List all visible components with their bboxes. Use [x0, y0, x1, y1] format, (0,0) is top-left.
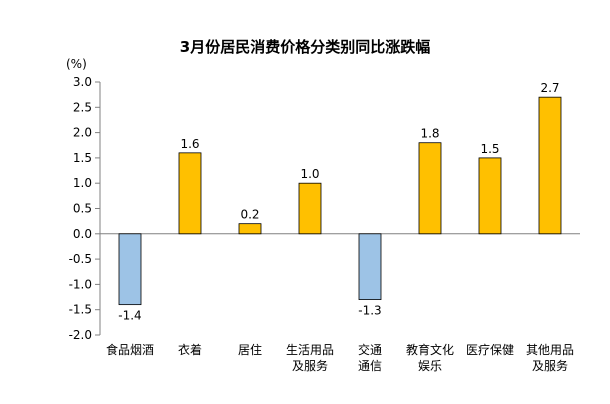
chart-title: 3月份居民消费价格分类别同比涨跌幅 [180, 38, 430, 56]
category-label: 居住 [238, 343, 262, 357]
category-label: 及服务 [532, 358, 568, 373]
category-label: 其他用品 [526, 343, 574, 357]
category-label: 通信 [358, 359, 382, 373]
bar [238, 223, 262, 235]
bars [118, 96, 562, 306]
bar [418, 142, 442, 235]
bar [358, 233, 382, 300]
y-tick-label: -2.0 [69, 328, 92, 342]
y-tick-label: -1.0 [69, 277, 92, 291]
data-label: 1.0 [300, 167, 319, 181]
bar [298, 182, 322, 235]
category-label: 食品烟酒 [106, 342, 154, 357]
data-label: 1.6 [180, 137, 199, 151]
y-tick-label: 2.0 [73, 126, 92, 140]
bar [118, 233, 142, 306]
y-axis-unit-label: (%) [66, 57, 87, 71]
category-label: 交通 [358, 342, 382, 357]
y-tick-label: -1.5 [69, 303, 92, 317]
y-tick-label: 0.5 [73, 202, 92, 216]
bar [478, 157, 502, 235]
y-tick-label: -0.5 [69, 252, 92, 266]
data-label: -1.3 [358, 304, 381, 318]
bar [538, 96, 562, 235]
category-label: 生活用品 [286, 343, 334, 357]
data-label: 1.8 [420, 127, 439, 141]
category-label: 娱乐 [418, 359, 442, 373]
bar [178, 152, 202, 235]
data-label: -1.4 [118, 309, 141, 323]
y-tick-label: 2.5 [73, 100, 92, 114]
data-label: 1.5 [480, 142, 499, 156]
y-tick-label: 1.0 [73, 176, 92, 190]
y-tick-label: 0.0 [73, 227, 92, 241]
y-tick-label: 1.5 [73, 151, 92, 165]
data-label: 2.7 [540, 81, 559, 95]
category-label: 教育文化 [406, 342, 454, 357]
axes [95, 81, 580, 336]
y-tick-labels: 3.0 2.5 2.0 1.5 1.0 0.5 0.0 -0.5 -1.0 -1.5 -2.0 [69, 75, 92, 342]
data-labels: -1.4 1.6 0.2 1.0 -1.3 1.8 1.5 2.7 [118, 81, 559, 322]
category-label: 及服务 [292, 358, 328, 373]
data-label: 0.2 [240, 208, 259, 222]
category-label: 医疗保健 [466, 343, 514, 357]
y-tick-label: 3.0 [73, 75, 92, 89]
category-label: 衣着 [178, 342, 202, 357]
